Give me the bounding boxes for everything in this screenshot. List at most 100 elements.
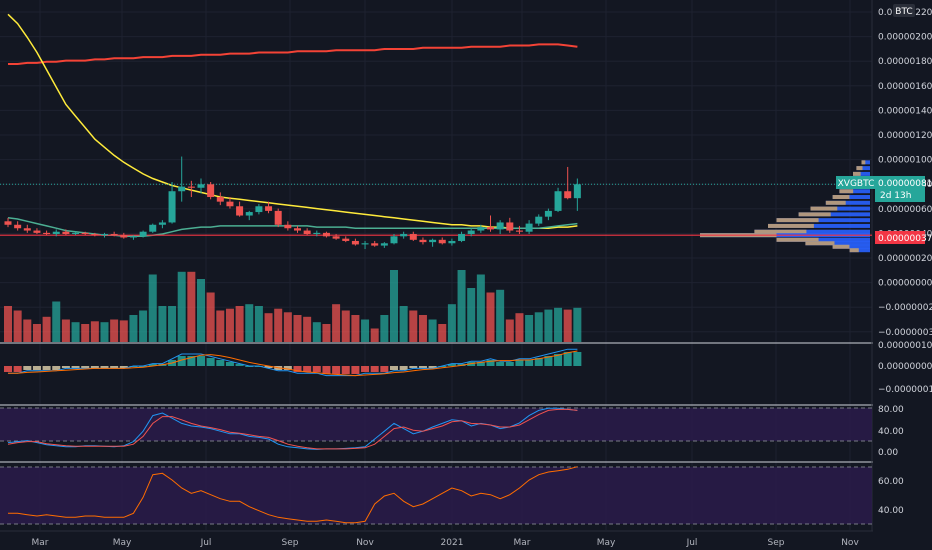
- macd-histogram-bar: [409, 366, 418, 368]
- macd-histogram-bar: [225, 362, 234, 366]
- time-tick-label: May: [113, 538, 132, 548]
- currency-badge[interactable]: [893, 4, 915, 17]
- candle-body: [409, 234, 417, 240]
- macd-histogram-bar: [4, 366, 12, 372]
- volume-bar: [332, 304, 341, 342]
- time-tick-label: 2021: [441, 538, 464, 548]
- volume-bar: [177, 271, 186, 342]
- volume-bar: [197, 279, 205, 342]
- candle-body: [419, 239, 427, 243]
- volume-profile-bar: [853, 171, 870, 176]
- time-axis[interactable]: Mar May Jul Sep Nov 2021 Mar May Jul Sep Nov: [0, 530, 873, 550]
- macd-histogram-bar: [216, 360, 225, 366]
- ma-slow-line: [8, 43, 578, 65]
- volume-bar: [61, 319, 70, 342]
- volume-bar: [515, 313, 524, 342]
- candle-body: [506, 222, 514, 231]
- stoch-d-line: [7, 408, 578, 450]
- candle-body: [351, 240, 359, 245]
- macd-histogram-bar: [42, 366, 51, 370]
- volume-profile-bar: [776, 237, 819, 242]
- candle-body: [91, 234, 99, 236]
- volume-bar: [264, 313, 273, 342]
- volume-bar: [148, 274, 157, 342]
- volume-bar: [312, 322, 321, 342]
- volume-bar: [139, 310, 148, 342]
- volume-bar: [71, 322, 80, 342]
- volume-bar: [42, 316, 51, 342]
- volume-profile-bar: [849, 248, 859, 253]
- volume-bar: [100, 322, 109, 342]
- rsi-band: [0, 467, 872, 524]
- candle-body: [515, 230, 523, 232]
- volume-profile-bar: [856, 166, 870, 171]
- volume-bar: [32, 324, 41, 342]
- volume-profile-bar: [798, 212, 870, 217]
- volume-bar: [283, 312, 292, 342]
- candle-body: [448, 240, 456, 244]
- candle-body: [129, 236, 137, 238]
- macd-histogram-bar: [148, 364, 157, 366]
- time-axis-background: [0, 531, 873, 550]
- symbol-tag: [836, 176, 876, 189]
- macd-histogram-bar: [573, 352, 582, 366]
- volume-bar: [225, 308, 234, 342]
- volume-bar: [168, 306, 177, 342]
- macd-histogram-bar: [496, 362, 505, 366]
- volume-bar: [380, 315, 389, 342]
- candle-body: [178, 186, 186, 192]
- candle-body: [429, 239, 437, 243]
- macd-histogram-bar: [525, 360, 534, 366]
- macd-histogram-bar: [264, 366, 273, 368]
- volume-profile-bar: [776, 218, 870, 223]
- macd-histogram-bar: [197, 356, 205, 366]
- time-tick-label: Sep: [282, 538, 299, 548]
- symbol-tag-label: XVGBTC: [838, 179, 875, 189]
- volume-bar: [505, 319, 514, 342]
- candle-body: [303, 230, 311, 235]
- volume-bar: [52, 301, 61, 342]
- volume-bar: [418, 315, 427, 342]
- volume-bar: [90, 321, 99, 342]
- support-price-label: 0.00000037: [878, 234, 932, 244]
- candle-body: [564, 191, 572, 199]
- time-tick-label: Jul: [686, 538, 698, 548]
- volume-bar: [486, 292, 495, 342]
- volume-bar: [534, 312, 543, 342]
- volume-bar: [206, 292, 215, 342]
- volume-bar: [438, 324, 447, 342]
- volume-bar: [81, 324, 90, 342]
- stoch-band: [0, 408, 872, 441]
- candle-body: [322, 232, 330, 237]
- price-tick-label: 0.00000060: [878, 205, 932, 215]
- volume-profile: [700, 160, 870, 253]
- price-axis[interactable]: 0.000002200.000002000.000001800.00000160…: [873, 0, 932, 550]
- time-tick-label: Nov: [356, 538, 374, 548]
- macd-histogram-bar: [13, 366, 22, 372]
- time-tick-label: Jul: [200, 538, 212, 548]
- candle-body: [101, 234, 108, 236]
- rsi-panel-background: [0, 407, 872, 525]
- price-tick-label: 0.00000140: [878, 106, 932, 116]
- macd-histogram-bar: [544, 356, 553, 366]
- candle-body: [274, 210, 282, 225]
- candle-body: [294, 228, 301, 231]
- rsi-panel: [8, 466, 578, 524]
- candle-body: [197, 184, 205, 188]
- macd-histogram-bar: [515, 360, 524, 366]
- volume-profile-bar: [825, 200, 870, 205]
- candle-body: [380, 243, 388, 246]
- macd-panel: [4, 348, 582, 377]
- macd-histogram-bar: [23, 366, 32, 370]
- candle-body: [342, 238, 350, 241]
- volume-profile-bar: [832, 244, 870, 249]
- time-tick-label: May: [597, 538, 616, 548]
- macd-histogram-bar: [100, 366, 109, 368]
- volume-profile-bar: [810, 206, 870, 211]
- price-tick-label: −0.00000038: [878, 328, 932, 338]
- candle-body: [487, 227, 494, 230]
- candle-body: [438, 239, 446, 244]
- candle-body: [390, 236, 398, 244]
- volume-profile-bar: [832, 195, 850, 200]
